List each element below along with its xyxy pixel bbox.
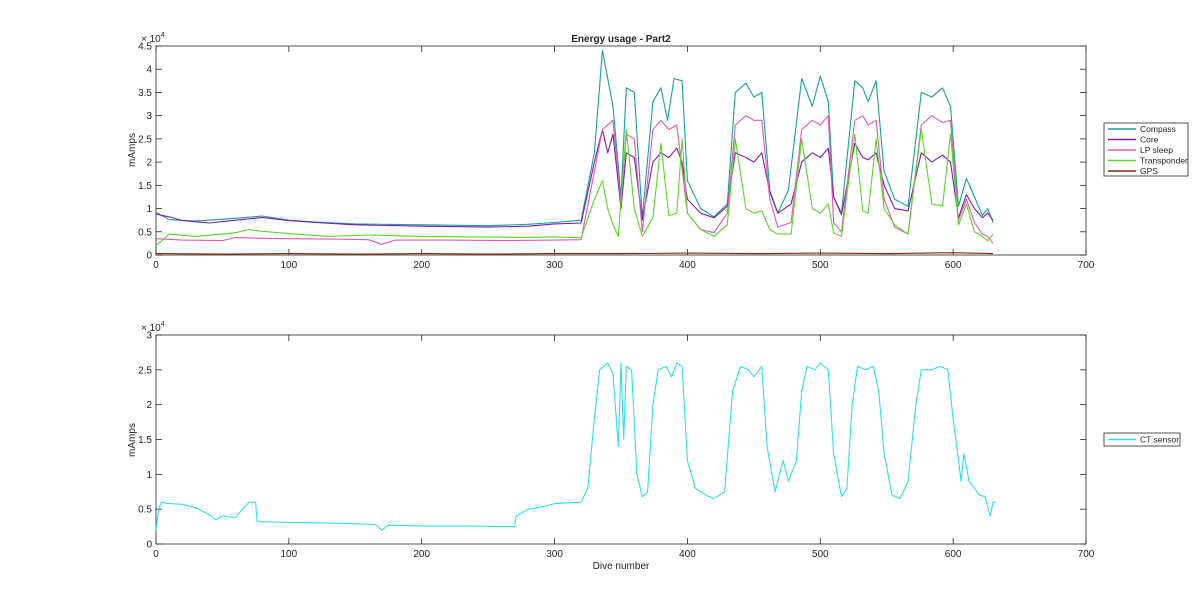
- bottom-xtick-label: 300: [546, 549, 563, 560]
- series-line-transponder: [155, 129, 994, 247]
- top-plot-y-exponent-base: × 10: [141, 34, 161, 45]
- bottom-xtick-label: 400: [679, 549, 696, 560]
- bottom-ytick-label: 1.5: [138, 435, 152, 446]
- bottom-legend-box: [1103, 432, 1181, 447]
- top-plot-ylabel: mAmps: [127, 133, 138, 167]
- bottom-plot-lines: [155, 362, 996, 531]
- top-plot-title: Energy usage - Part2: [571, 34, 671, 45]
- series-line-gps: [155, 252, 994, 255]
- legend-label-gps: GPS: [1140, 166, 1158, 176]
- bottom-plot-xlabel: Dive number: [593, 561, 650, 572]
- top-ytick-label: 3.5: [138, 88, 152, 99]
- top-xtick-label: 700: [1078, 260, 1095, 271]
- top-plot-y-exponent-power: 4: [161, 32, 165, 39]
- top-xtick-label: 600: [945, 260, 962, 271]
- top-xtick-label: 0: [153, 260, 159, 271]
- top-xtick-label: 200: [413, 260, 430, 271]
- top-ytick-label: 3: [146, 111, 152, 122]
- top-xtick-label: 500: [812, 260, 829, 271]
- bottom-plot-ylabel: mAmps: [127, 423, 138, 457]
- top-plot-y-exponent: × 104: [141, 32, 165, 45]
- bottom-plot-y-exponent-power: 4: [161, 321, 165, 328]
- top-ytick-label: 1.5: [138, 181, 152, 192]
- top-ytick-label: 2: [146, 158, 152, 169]
- bottom-xtick-label: 100: [281, 549, 298, 560]
- bottom-xtick-label: 700: [1078, 549, 1095, 560]
- series-line-compass: [155, 50, 994, 227]
- top-ytick-label: 1: [146, 204, 152, 215]
- bottom-ytick-label: 0: [146, 540, 152, 551]
- top-xtick-label: 300: [546, 260, 563, 271]
- top-plot-lines: [155, 50, 994, 255]
- top-ytick-label: 0: [146, 251, 152, 262]
- top-ytick-label: 2.5: [138, 134, 152, 145]
- bottom-xtick-label: 200: [413, 549, 430, 560]
- legend-label-ct-sensor: CT sensor: [1140, 435, 1179, 445]
- legend-label-core: Core: [1140, 135, 1159, 145]
- bottom-ytick-label: 3: [146, 331, 152, 342]
- bottom-plot-y-exponent-base: × 10: [141, 323, 161, 334]
- bottom-ytick-label: 0.5: [138, 505, 152, 516]
- top-plot-ticks: 0 100 200 300 400 500 600 700 0 0.5 1 1.5 2 2.5 3 3.5 4 4…: [138, 42, 1095, 272]
- series-line-core: [155, 129, 994, 228]
- bottom-ytick-label: 2.5: [138, 365, 152, 376]
- top-plot: Energy usage - Part2 mAmps × 104 0 100 200…: [127, 32, 1095, 271]
- legend-label-compass: Compass: [1140, 124, 1176, 134]
- series-line-ct-sensor: [155, 362, 996, 531]
- top-ytick-label: 0.5: [138, 227, 152, 238]
- bottom-plot: mAmps Dive number × 104 0 100 200 300 400 500…: [127, 321, 1095, 572]
- top-ytick-label: 4.5: [138, 42, 152, 53]
- top-xtick-label: 400: [679, 260, 696, 271]
- bottom-plot-ticks: 0 100 200 300 400 500 600 700 0 0.5 1 1.5 2 2.5 3: [138, 331, 1095, 561]
- top-plot-frame: [155, 45, 1087, 256]
- legend-label-lp-sleep: LP sleep: [1140, 145, 1173, 155]
- bottom-legend: CT sensor: [1103, 432, 1181, 447]
- bottom-xtick-label: 0: [153, 549, 159, 560]
- top-xtick-label: 100: [281, 260, 298, 271]
- bottom-ytick-label: 2: [146, 400, 152, 411]
- bottom-xtick-label: 600: [945, 549, 962, 560]
- bottom-plot-y-exponent: × 104: [141, 321, 165, 334]
- top-ytick-label: 4: [146, 65, 152, 76]
- bottom-ytick-label: 1: [146, 470, 152, 481]
- bottom-xtick-label: 500: [812, 549, 829, 560]
- legend-label-transponder: Transponder: [1140, 156, 1188, 166]
